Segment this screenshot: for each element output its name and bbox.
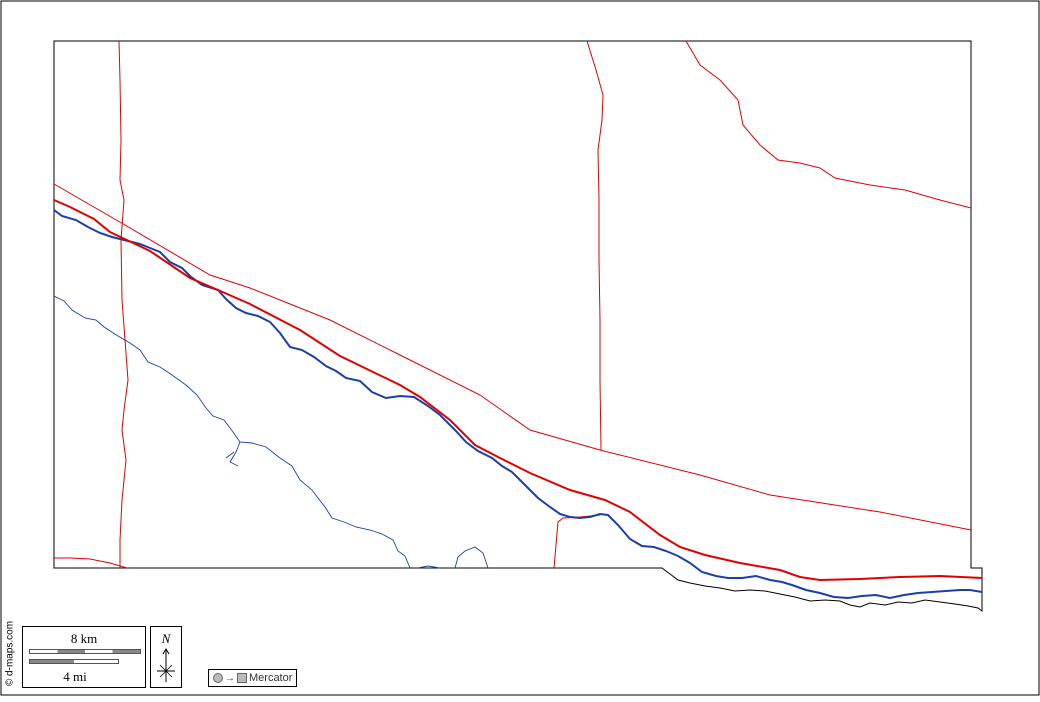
map-credit: © d-maps.com bbox=[4, 620, 16, 687]
globe-icon bbox=[213, 673, 223, 683]
road-center-vertical bbox=[586, 40, 604, 451]
compass: N bbox=[150, 626, 182, 688]
road-south-stub bbox=[553, 514, 601, 569]
road-southwest-stub bbox=[54, 557, 128, 569]
projection-label: Mercator bbox=[249, 672, 293, 684]
state-roads bbox=[53, 40, 972, 569]
road-diagonal-north bbox=[53, 183, 972, 531]
county-outline bbox=[53, 40, 983, 612]
projection-badge: → Mercator bbox=[208, 669, 298, 687]
scale-mi-bar bbox=[29, 659, 119, 664]
scale-bar: 8 km 4 mi bbox=[22, 626, 146, 688]
projection-arrow: → bbox=[225, 672, 235, 684]
road-west-vertical bbox=[118, 40, 129, 568]
scale-km-bar bbox=[29, 649, 141, 654]
compass-north-label: N bbox=[161, 631, 171, 646]
compass-rose-icon bbox=[157, 648, 175, 682]
road-northeast bbox=[685, 40, 972, 209]
highway bbox=[53, 199, 983, 582]
flat-map-icon bbox=[237, 673, 247, 683]
tributary-creek bbox=[53, 295, 489, 569]
scale-mi-label: 4 mi bbox=[63, 669, 87, 684]
scale-km-label: 8 km bbox=[70, 631, 98, 646]
main-river bbox=[53, 209, 983, 600]
